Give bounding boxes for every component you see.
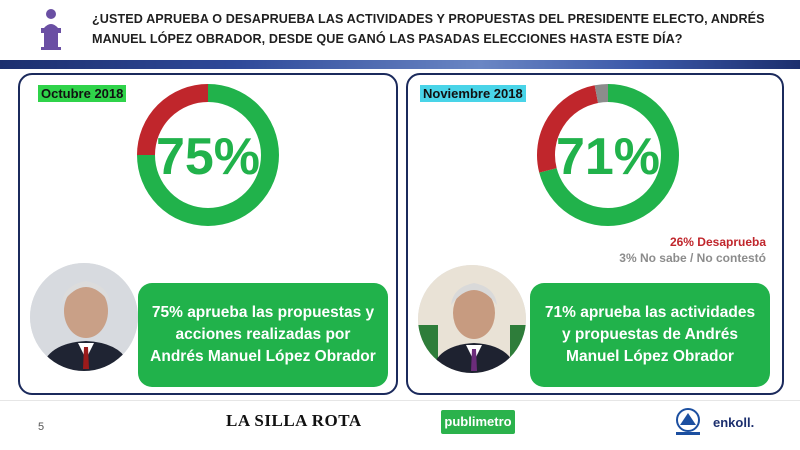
month-label-november: Noviembre 2018 [420, 85, 526, 102]
logo-publimetro: publimetro [441, 410, 515, 434]
donut-center-label-november: 71% [556, 128, 660, 186]
logo-la-silla-rota: LA SILLA ROTA [226, 411, 362, 430]
donut-slice-desaprueba [537, 85, 599, 173]
header: ¿USTED APRUEBA O DESAPRUEBA LAS ACTIVIDA… [0, 0, 800, 62]
panel-november: Noviembre 2018 71% 26% Desaprueba 3% No … [406, 73, 784, 395]
amlo-photo-october [28, 261, 140, 373]
stat-no-answer-november: 3% No sabe / No contestó [619, 251, 766, 265]
donut-slice-aprueba [539, 84, 679, 226]
amlo-photo-november [416, 263, 528, 375]
donut-chart-november: 71% [537, 84, 679, 226]
month-label-october: Octubre 2018 [38, 85, 127, 102]
header-banner [0, 60, 800, 69]
logo-emblem-icon [676, 408, 700, 435]
stat-disapprove-november: 26% Desaprueba [669, 235, 766, 249]
caption-box-november: 71% aprueba las actividades y propuestas… [530, 283, 770, 387]
caption-box-october: 75% aprueba las propuestas y acciones re… [138, 283, 388, 387]
donut-slice-aprueba [137, 84, 279, 226]
survey-question: ¿USTED APRUEBA O DESAPRUEBA LAS ACTIVIDA… [92, 12, 765, 46]
podium-speaker-icon [41, 9, 61, 50]
donut-center-label-october: 75% [156, 128, 260, 186]
page-number: 5 [38, 421, 45, 433]
footer: 5 LA SILLA ROTA publimetro enkoll. [0, 400, 800, 450]
donut-chart-october: 75% [137, 84, 279, 226]
donut-slice-no-sabe-no-contest- [594, 84, 609, 103]
panel-october: Octubre 2018 75% 75% aprueba las propues… [18, 73, 398, 395]
logo-enkoll: enkoll. [713, 415, 755, 430]
donut-slice-desaprueba [137, 84, 209, 156]
